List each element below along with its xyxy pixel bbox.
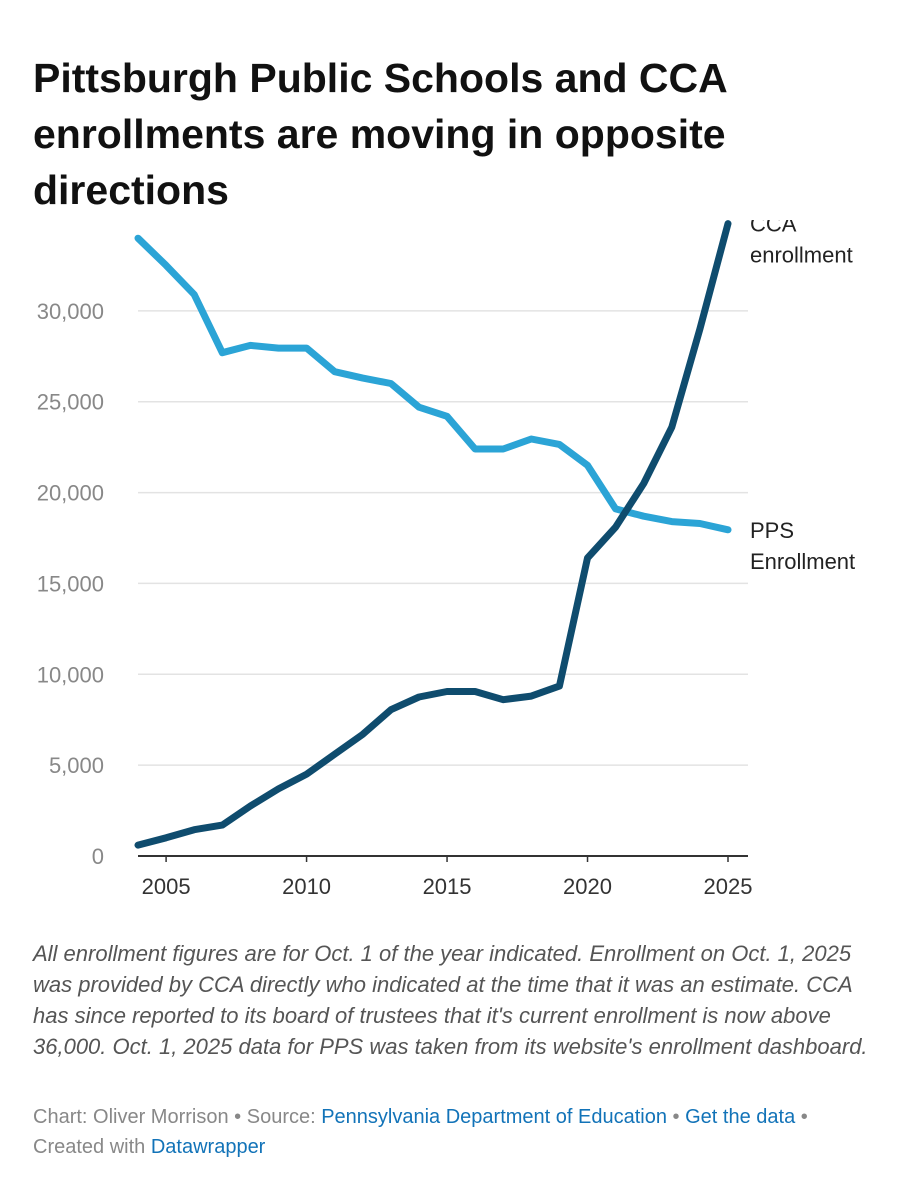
y-tick-label: 0 xyxy=(92,844,104,869)
y-tick-label: 30,000 xyxy=(37,299,104,324)
y-tick-label: 25,000 xyxy=(37,390,104,415)
x-tick-label: 2005 xyxy=(142,874,191,899)
series-lines xyxy=(134,220,732,849)
x-axis-ticks: 2005 2010 2015 2020 2025 xyxy=(142,856,753,899)
chart-credits: Chart: Oliver Morrison • Source: Pennsyl… xyxy=(33,1102,873,1162)
y-axis-ticks: 0 5,000 10,000 15,000 20,000 25,000 30,000 xyxy=(37,299,104,869)
line-chart: 0 5,000 10,000 15,000 20,000 25,000 30,000 200… xyxy=(37,220,855,899)
chart-notes: All enrollment figures are for Oct. 1 of… xyxy=(33,941,868,1059)
x-tick-label: 2010 xyxy=(282,874,331,899)
series-label: PPS Enrollment xyxy=(750,518,855,574)
series-line-1 xyxy=(134,220,732,849)
get-data-link[interactable]: Get the data xyxy=(685,1106,796,1128)
credit-created-prefix: Created with xyxy=(33,1136,151,1158)
credit-separator: • xyxy=(666,1106,686,1128)
y-tick-label: 10,000 xyxy=(37,662,104,687)
y-tick-label: 5,000 xyxy=(49,753,104,778)
source-link[interactable]: Pennsylvania Department of Education xyxy=(321,1106,667,1128)
credit-author: Chart: Oliver Morrison xyxy=(33,1106,229,1128)
series-labels: PPS Enrollment CCA enrollment xyxy=(750,220,855,574)
x-tick-label: 2020 xyxy=(563,874,612,899)
gridlines xyxy=(138,310,748,766)
series-label: CCA enrollment xyxy=(750,220,853,268)
credit-separator: • xyxy=(795,1106,808,1128)
y-tick-label: 20,000 xyxy=(37,481,104,506)
x-tick-label: 2025 xyxy=(704,874,753,899)
chart-title: Pittsburgh Public Schools and CCA enroll… xyxy=(33,55,727,213)
series-line-0 xyxy=(134,234,732,534)
credit-source-prefix: Source: xyxy=(246,1106,322,1128)
x-tick-label: 2015 xyxy=(423,874,472,899)
credit-separator: • xyxy=(228,1106,247,1128)
y-tick-label: 15,000 xyxy=(37,571,104,596)
datawrapper-link[interactable]: Datawrapper xyxy=(150,1136,266,1158)
